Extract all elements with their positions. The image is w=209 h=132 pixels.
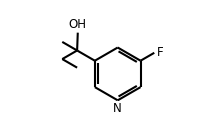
Text: OH: OH (69, 18, 87, 31)
Text: N: N (113, 102, 122, 115)
Text: F: F (156, 46, 163, 59)
